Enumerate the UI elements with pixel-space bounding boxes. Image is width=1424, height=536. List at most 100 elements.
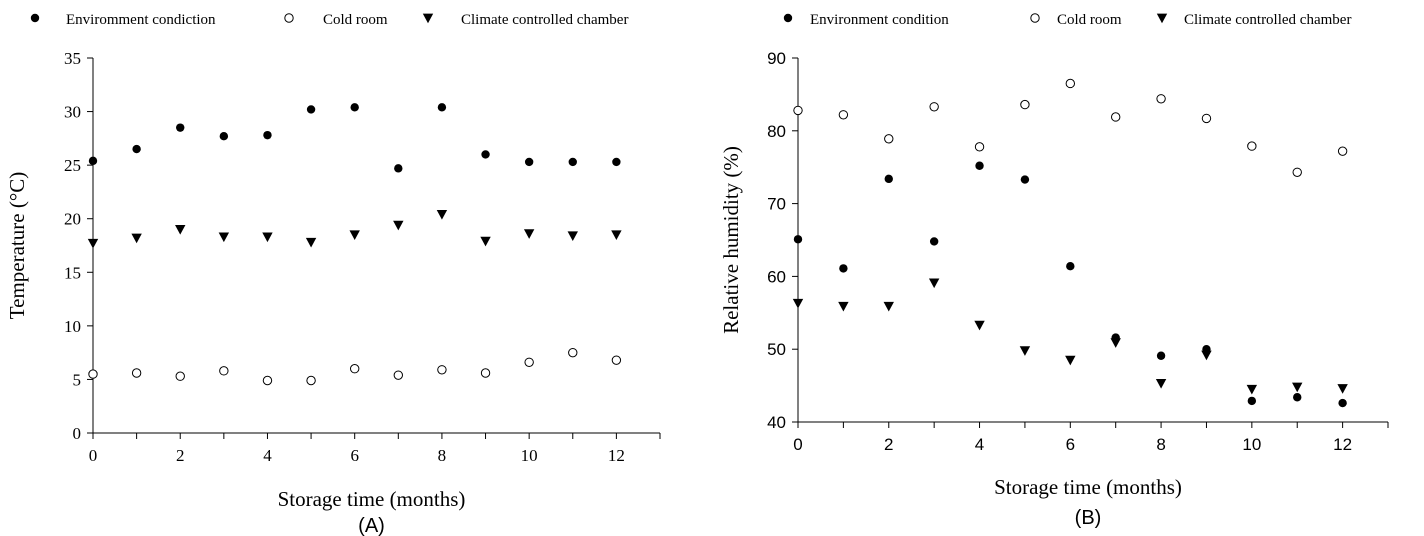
data-point <box>131 368 142 378</box>
panel-b: 40 50 60 70 80 90 0 2 4 6 8 10 12 Storage time (month… <box>719 12 1389 529</box>
data-point <box>218 232 230 243</box>
y-tick-label: 5 <box>73 370 82 389</box>
data-point <box>792 298 804 309</box>
legend-marker <box>1030 13 1040 23</box>
data-point <box>393 220 404 231</box>
data-point <box>567 231 578 242</box>
data-point <box>568 347 578 358</box>
x-axis-label: Storage time (months) <box>994 475 1182 499</box>
data-point <box>1247 396 1257 406</box>
data-point <box>1019 346 1031 356</box>
data-point <box>1246 384 1258 395</box>
legend-label: Climate controlled chamber <box>1184 12 1351 28</box>
data-point <box>793 105 803 116</box>
data-point <box>839 264 848 273</box>
data-point <box>1110 112 1121 122</box>
y-tick-label: 35 <box>64 49 81 68</box>
x-tick-label: 10 <box>1242 435 1261 454</box>
data-point <box>306 375 316 386</box>
data-point <box>1247 141 1257 151</box>
data-point <box>1201 113 1212 124</box>
data-point <box>1292 167 1302 177</box>
data-point <box>1156 351 1166 360</box>
y-tick-label: 80 <box>767 122 786 141</box>
data-point <box>928 278 940 289</box>
x-tick-label: 8 <box>438 446 447 465</box>
y-tick-label: 40 <box>767 413 786 432</box>
data-point <box>1020 99 1030 110</box>
data-point <box>88 369 98 379</box>
data-point <box>263 130 272 140</box>
data-point <box>524 157 534 167</box>
data-point <box>132 144 141 154</box>
y-tick-label: 50 <box>767 340 786 359</box>
data-point <box>1065 355 1076 366</box>
legend-label: Environment condition <box>810 12 949 28</box>
legend-label: Cold room <box>1057 12 1122 28</box>
legend-marker <box>1156 13 1168 24</box>
x-tick-label: 6 <box>350 446 359 465</box>
data-point <box>524 357 534 367</box>
data-point <box>176 123 185 132</box>
data-point <box>481 150 490 159</box>
data-point <box>929 237 939 246</box>
data-point <box>437 365 447 375</box>
data-point <box>1066 262 1075 271</box>
x-tick-label: 12 <box>1333 435 1352 454</box>
data-point <box>884 174 893 184</box>
data-point <box>349 364 360 374</box>
data-point <box>436 210 448 220</box>
legend-marker <box>284 13 294 23</box>
data-point <box>219 366 229 376</box>
x-tick-label: 12 <box>608 446 625 465</box>
data-point <box>1292 382 1303 393</box>
data-point <box>793 235 803 244</box>
panel-label: (B) <box>1075 507 1102 529</box>
legend-label: Cold room <box>323 12 388 28</box>
y-tick-label: 60 <box>767 267 786 286</box>
y-tick-label: 10 <box>64 317 81 336</box>
y-axis-label: Relative humidity (%) <box>719 146 743 334</box>
x-tick-label: 4 <box>975 435 984 454</box>
legend-marker <box>783 13 793 23</box>
data-point <box>975 161 984 170</box>
legend-label: Enviromment condiction <box>66 12 216 28</box>
panel-a: 0 5 10 15 20 25 30 35 0 2 4 6 8 10 12 Storage time (mon… <box>5 12 661 536</box>
data-point <box>349 230 360 240</box>
x-tick-label: 6 <box>1066 435 1075 454</box>
data-point <box>1156 94 1166 104</box>
data-point <box>1337 384 1348 394</box>
data-point <box>306 105 316 114</box>
data-point <box>393 370 404 380</box>
data-point <box>1338 398 1347 408</box>
x-tick-label: 4 <box>263 446 272 465</box>
data-point <box>1155 378 1167 389</box>
data-point <box>262 375 273 386</box>
legend-marker <box>30 13 40 23</box>
data-point <box>1293 393 1302 402</box>
data-point <box>1110 338 1121 348</box>
x-tick-label: 2 <box>884 435 893 454</box>
x-tick-label: 8 <box>1156 435 1165 454</box>
y-tick-label: 15 <box>64 263 81 282</box>
x-tick-label: 2 <box>176 446 185 465</box>
data-point <box>1020 175 1030 184</box>
y-tick-label: 25 <box>64 156 81 175</box>
data-point <box>611 355 622 365</box>
x-tick-label: 0 <box>89 446 98 465</box>
y-tick-label: 0 <box>73 424 82 443</box>
data-point <box>87 238 99 249</box>
data-point <box>1065 78 1076 89</box>
data-point <box>612 157 621 167</box>
data-point <box>350 103 359 112</box>
legend-marker <box>422 13 434 24</box>
y-tick-label: 30 <box>64 103 81 122</box>
data-point <box>838 110 849 120</box>
x-axis-label: Storage time (months) <box>278 487 466 511</box>
data-point <box>1337 146 1348 156</box>
data-point <box>1201 350 1212 361</box>
data-point <box>305 237 317 248</box>
data-point <box>175 225 186 235</box>
data-point <box>974 320 985 331</box>
